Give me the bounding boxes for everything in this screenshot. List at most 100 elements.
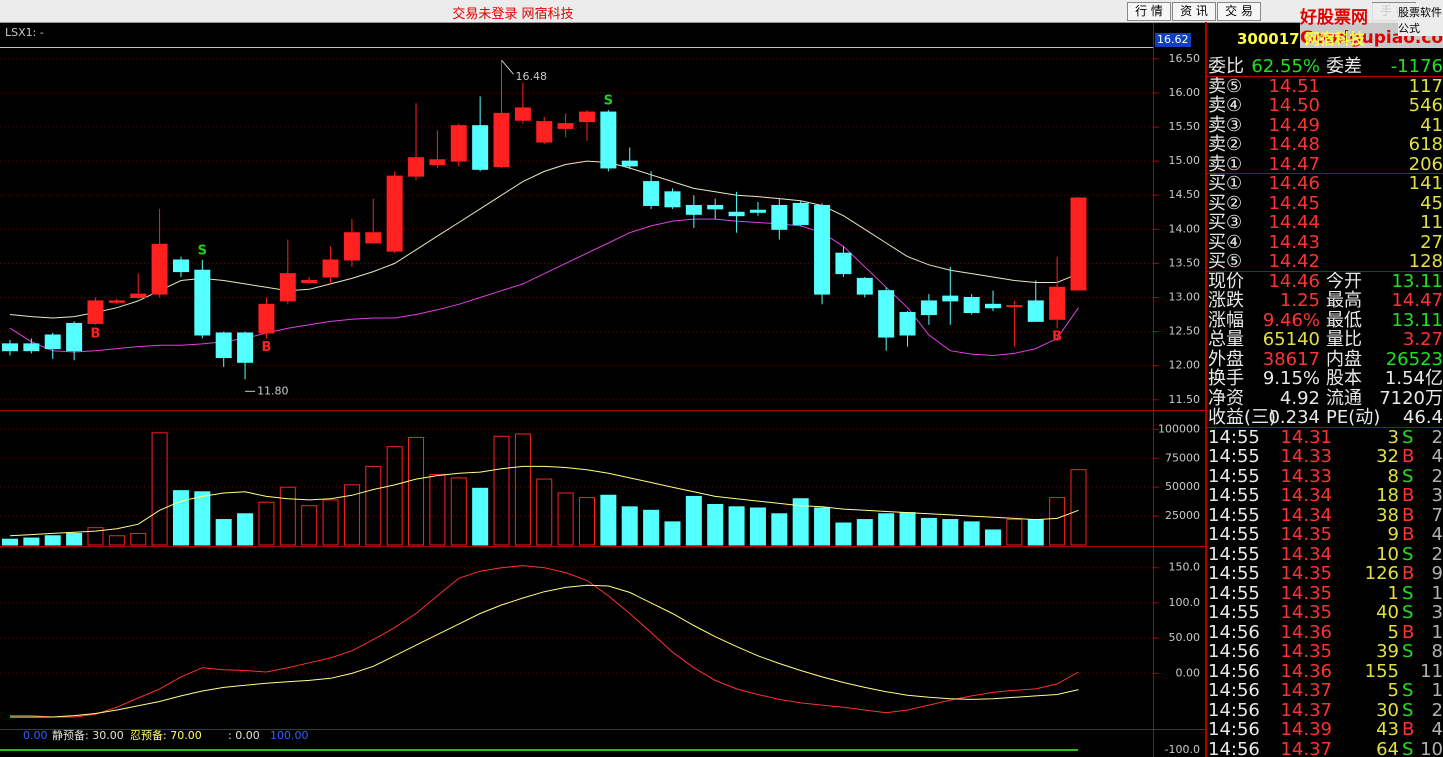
indicator-line: [9, 218, 1079, 357]
price: 14.33: [1280, 446, 1332, 467]
y-tick-label: 100000: [1158, 422, 1200, 435]
quote-row: 14:56 14.37 64 S 10: [1207, 739, 1443, 757]
side: S: [1402, 543, 1414, 565]
quote-row: 卖③ 14.49 41: [1207, 114, 1443, 136]
volume-bar: [108, 535, 125, 546]
price: 14.37: [1280, 680, 1332, 701]
label: 涨幅: [1208, 309, 1244, 331]
top-bar: 交易未登录 网宿科技 行 情 资 讯 交 易 手 机 好股票网Goodgupia…: [0, 0, 1443, 48]
volume-bar: [322, 499, 339, 546]
volume: 1: [1387, 582, 1399, 604]
quote-row: 14:55 14.33 8 S 2: [1207, 465, 1443, 487]
candle-body: [878, 290, 895, 338]
y-tick-label: 14.00: [1169, 222, 1201, 235]
label: 委差: [1326, 56, 1362, 77]
candle-body: [643, 181, 660, 206]
quote-row: 涨幅 9.46% 最低 13.11: [1207, 309, 1443, 331]
price: 14.42: [1268, 251, 1320, 272]
volume-bar: [899, 512, 916, 546]
menu-button[interactable]: 资 讯: [1172, 2, 1216, 21]
candle-body: [151, 243, 168, 295]
candle-body: [536, 121, 553, 143]
quote-row: 14:55 14.35 1 S 1: [1207, 582, 1443, 604]
candle-body: [621, 160, 638, 167]
candle-body: [792, 202, 809, 226]
signal: B: [1052, 330, 1062, 345]
signal: B: [91, 326, 101, 341]
volume-bar: [151, 432, 168, 546]
volume-bar: [557, 492, 574, 546]
volume-bar: [920, 517, 937, 546]
separator: [1207, 75, 1443, 77]
indicator-name: LSX1: -: [5, 26, 44, 39]
value: 14.47: [1391, 290, 1443, 311]
time: 14:56: [1208, 660, 1260, 682]
menu-button[interactable]: 行 情: [1127, 2, 1171, 21]
volume: 546: [1408, 95, 1443, 116]
candle-body: [450, 125, 467, 162]
cursor-price: 16.62: [1157, 33, 1189, 46]
price: 14.45: [1268, 192, 1320, 214]
volume-bar: [1049, 497, 1066, 546]
label: 卖④: [1208, 95, 1243, 116]
y-tick-label: 25000: [1165, 509, 1200, 522]
side: S: [1402, 602, 1414, 623]
separator: [1207, 270, 1443, 272]
candle-body: [215, 332, 232, 359]
quote-row: 买④ 14.43 27: [1207, 231, 1443, 253]
side: B: [1402, 485, 1415, 506]
volume-bar: [23, 537, 40, 546]
volume-bar: [878, 513, 895, 546]
volume: 5: [1387, 680, 1399, 701]
max-pointer: [501, 59, 514, 75]
candle-body: [408, 157, 425, 177]
volume: 45: [1420, 192, 1443, 214]
quote-row: 买③ 14.44 11: [1207, 213, 1443, 233]
side: B: [1402, 621, 1415, 643]
volume-bar: [493, 435, 510, 546]
formula-link[interactable]: 股票软件公式: [1398, 4, 1443, 36]
side: B: [1402, 504, 1415, 526]
indicator-line: [9, 160, 1079, 319]
count: 2: [1431, 543, 1443, 565]
volume: 38: [1376, 504, 1399, 526]
candle-body: [1006, 305, 1023, 308]
count: 8: [1431, 641, 1443, 662]
side: B: [1402, 524, 1415, 545]
time: 14:56: [1208, 719, 1260, 740]
strip-text: 100.00: [270, 729, 309, 742]
y-tick-label: 50.00: [1169, 631, 1201, 644]
time: 14:56: [1208, 621, 1260, 643]
quote-panel: 300017 网宿科技 委比 62.55% 委差 -1176 卖⑤ 14.51 117 卖④ 1…: [1205, 22, 1443, 757]
volume: 27: [1420, 231, 1443, 253]
volume: 41: [1420, 114, 1443, 136]
price: 14.44: [1268, 212, 1320, 233]
quote-row: 净资 4.92 流通 7120万: [1207, 387, 1443, 409]
volume-bar: [301, 505, 318, 546]
volume: 3: [1387, 426, 1399, 448]
value: 4.92: [1279, 387, 1320, 409]
time: 14:55: [1208, 465, 1260, 487]
label: 量比: [1326, 329, 1362, 350]
y-tick-label: 50000: [1165, 480, 1200, 493]
count: 1: [1431, 582, 1443, 604]
volume-bar: [87, 527, 104, 546]
candle-body: [472, 125, 489, 170]
y-tick-label: 12.50: [1169, 325, 1201, 338]
value: 26523: [1385, 348, 1443, 370]
quote-row: 14:55 14.34 10 S 2: [1207, 543, 1443, 565]
candle-body: [728, 211, 745, 217]
volume-bar: [258, 501, 275, 546]
time: 14:55: [1208, 446, 1260, 467]
candle-body: [44, 334, 61, 350]
volume-bar: [429, 473, 446, 546]
count: 1: [1431, 680, 1443, 701]
side: B: [1402, 446, 1415, 467]
label: 委比: [1208, 56, 1244, 77]
quote-row: 涨跌 1.25 最高 14.47: [1207, 291, 1443, 311]
menu-button[interactable]: 交 易: [1217, 2, 1261, 21]
label: 总量: [1208, 329, 1244, 350]
candle-body: [1049, 286, 1066, 320]
time: 14:55: [1208, 485, 1260, 506]
volume-bar: [450, 477, 467, 546]
